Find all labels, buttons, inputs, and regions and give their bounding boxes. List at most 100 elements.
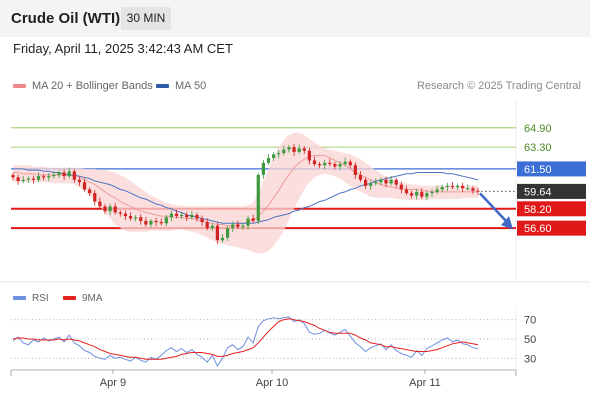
price-level-labels: 64.90 63.30 61.50 59.64 58.20 56.60 [517,123,586,236]
candle [241,223,245,230]
candle [57,170,61,178]
candle [16,174,20,185]
candle-body [282,149,286,154]
candle [134,215,138,222]
time-axis-label: Apr 11 [409,377,441,389]
price-level-label-61.50: 61.50 [524,164,552,176]
candle-body [93,193,97,202]
candle [307,147,311,165]
candle [272,152,276,162]
candle-body [338,164,342,167]
candle-body [415,191,419,196]
candle [348,159,352,169]
candle [180,212,184,220]
candle [277,150,281,159]
candle-body [98,201,102,207]
candle-body [379,179,383,183]
candle-body [348,161,352,166]
rsi-line [12,316,479,368]
candle-body [220,237,225,241]
rsi-panel: 30 50 70 [11,306,536,372]
candle [333,161,337,170]
candle-body [231,224,235,229]
legend-ma20: MA 20 + Bollinger Bands [13,80,153,92]
timeframe-badge[interactable]: 30 MIN [121,7,171,30]
candle [231,221,235,233]
candle [77,176,82,187]
candle [261,159,265,179]
candle-body [57,172,61,175]
candle-body [144,220,148,225]
candle-body [128,216,133,219]
candle-body [461,185,465,189]
candle-body [476,190,480,192]
price-level-label-58.20-bg [517,201,586,217]
ma50-legend-swatch [156,84,169,89]
candle [47,173,51,182]
research-credit: Research © 2025 Trading Central [416,80,581,92]
candle-body [190,214,194,218]
candle-body [435,189,439,192]
candle-body [287,147,291,150]
candle [292,144,296,156]
candle-body [363,179,368,186]
candle [343,157,347,167]
candle-body [450,185,455,188]
candle [52,171,56,179]
candle-body [466,188,470,190]
candle [374,178,378,186]
forecast-arrow [479,192,513,230]
candle-body [134,217,138,219]
price-level-label-63.30: 63.30 [524,142,552,154]
candle-body [180,214,184,217]
candle-body [47,176,51,178]
candle [123,210,128,220]
candle [369,180,373,190]
candle [302,146,306,154]
candle [399,181,403,194]
candle-body [16,177,20,181]
rsi-9ma-line [12,318,479,360]
candle-body [471,188,475,191]
bollinger-band-area [13,132,478,254]
candle-body [185,214,189,218]
candle-body [108,206,112,212]
candle-body [374,182,378,184]
candle-body [113,206,117,213]
candle [415,188,419,200]
price-level-label-58.20: 58.20 [524,204,552,216]
price-level-label-56.60-bg [517,220,586,236]
candle-body [42,176,46,178]
candle-body [241,225,245,227]
candle [282,145,286,156]
chart-header: Crude Oil (WTI) 30 MIN [0,0,590,37]
candle [174,209,179,219]
candle-body [77,179,82,183]
candle-body [205,222,209,229]
candle [317,161,322,169]
rsi-legend-label: RSI [32,293,49,304]
candle [31,175,36,184]
candle [159,218,163,226]
candle-body [440,187,444,190]
candle-body [333,164,337,167]
candle-body [394,179,398,185]
price-level-label-59.64: 59.64 [524,186,552,198]
candle-body [369,183,373,186]
candle-body [195,214,199,219]
candle [82,178,87,192]
price-level-label-56.60: 56.60 [524,223,552,235]
candle-body [266,158,271,163]
candle-body [31,178,36,180]
candle-body [261,162,265,175]
candle-body [11,174,15,178]
bollinger-band [13,132,478,254]
instrument-title: Crude Oil (WTI) [11,10,121,27]
candle-body [149,220,153,225]
price-level-label-61.50-bg [517,161,586,177]
candle-body [159,222,163,224]
candle [113,202,117,215]
candle-body [215,225,219,241]
candle [210,223,214,232]
